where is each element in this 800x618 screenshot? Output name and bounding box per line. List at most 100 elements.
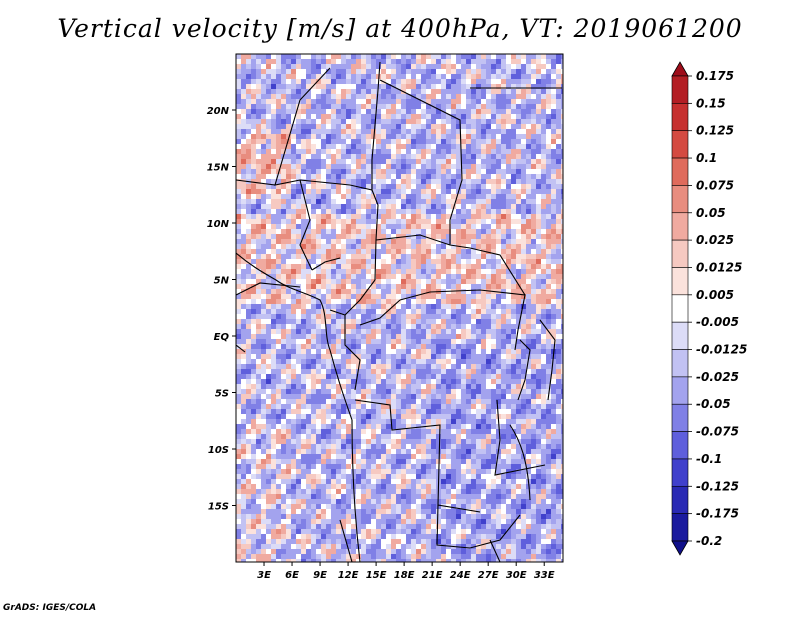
field-cell <box>466 429 471 434</box>
field-cell <box>481 379 486 384</box>
field-cell <box>266 244 271 249</box>
field-cell <box>396 214 401 219</box>
field-cell <box>471 79 476 84</box>
field-cell <box>526 419 531 424</box>
field-cell <box>426 229 431 234</box>
field-cell <box>401 299 406 304</box>
field-cell <box>376 359 381 364</box>
field-cell <box>346 394 351 399</box>
field-cell <box>556 294 561 299</box>
field-cell <box>396 309 401 314</box>
field-cell <box>556 154 561 159</box>
field-cell <box>371 129 376 134</box>
field-cell <box>256 214 261 219</box>
field-cell <box>336 404 341 409</box>
field-cell <box>336 414 341 419</box>
field-cell <box>451 349 456 354</box>
field-cell <box>246 324 251 329</box>
field-cell <box>356 339 361 344</box>
field-cell <box>241 204 246 209</box>
field-cell <box>451 219 456 224</box>
field-cell <box>406 84 411 89</box>
field-cell <box>286 374 291 379</box>
field-cell <box>256 119 261 124</box>
field-cell <box>281 314 286 319</box>
field-cell <box>426 244 431 249</box>
field-cell <box>356 284 361 289</box>
field-cell <box>286 389 291 394</box>
field-cell <box>501 279 506 284</box>
field-cell <box>426 419 431 424</box>
field-cell <box>306 319 311 324</box>
field-cell <box>291 229 296 234</box>
field-cell <box>441 74 446 79</box>
field-cell <box>376 314 381 319</box>
field-cell <box>356 94 361 99</box>
field-cell <box>341 239 346 244</box>
field-cell <box>331 299 336 304</box>
field-cell <box>361 259 366 264</box>
field-cell <box>476 314 481 319</box>
field-cell <box>386 164 391 169</box>
field-cell <box>526 174 531 179</box>
field-cell <box>291 109 296 114</box>
field-cell <box>461 189 466 194</box>
field-cell <box>546 104 551 109</box>
field-cell <box>476 289 481 294</box>
field-cell <box>446 389 451 394</box>
field-cell <box>371 74 376 79</box>
field-cell <box>536 184 541 189</box>
field-cell <box>511 149 516 154</box>
field-cell <box>361 149 366 154</box>
field-cell <box>391 189 396 194</box>
field-cell <box>536 314 541 319</box>
field-cell <box>276 119 281 124</box>
field-cell <box>286 104 291 109</box>
field-cell <box>236 204 241 209</box>
field-cell <box>461 339 466 344</box>
field-cell <box>501 309 506 314</box>
field-cell <box>466 144 471 149</box>
field-cell <box>371 199 376 204</box>
field-cell <box>321 289 326 294</box>
field-cell <box>236 419 241 424</box>
field-cell <box>236 189 241 194</box>
field-cell <box>361 64 366 69</box>
field-cell <box>471 69 476 74</box>
field-cell <box>436 89 441 94</box>
field-cell <box>391 379 396 384</box>
field-cell <box>516 99 521 104</box>
field-cell <box>311 314 316 319</box>
field-cell <box>446 254 451 259</box>
field-cell <box>556 364 561 369</box>
field-cell <box>361 319 366 324</box>
field-cell <box>386 234 391 239</box>
field-cell <box>401 304 406 309</box>
field-cell <box>241 89 246 94</box>
field-cell <box>406 69 411 74</box>
field-cell <box>386 334 391 339</box>
field-cell <box>236 199 241 204</box>
field-cell <box>441 214 446 219</box>
field-cell <box>291 359 296 364</box>
field-cell <box>311 224 316 229</box>
field-cell <box>456 264 461 269</box>
field-cell <box>391 289 396 294</box>
field-cell <box>381 94 386 99</box>
field-cell <box>551 279 556 284</box>
field-cell <box>236 89 241 94</box>
field-cell <box>511 289 516 294</box>
field-cell <box>396 189 401 194</box>
field-cell <box>476 129 481 134</box>
field-cell <box>506 279 511 284</box>
field-cell <box>246 149 251 154</box>
field-cell <box>291 54 296 59</box>
field-cell <box>301 349 306 354</box>
field-cell <box>471 379 476 384</box>
field-cell <box>246 234 251 239</box>
field-cell <box>491 339 496 344</box>
field-cell <box>376 339 381 344</box>
field-cell <box>271 394 276 399</box>
field-cell <box>536 214 541 219</box>
field-cell <box>561 374 563 379</box>
